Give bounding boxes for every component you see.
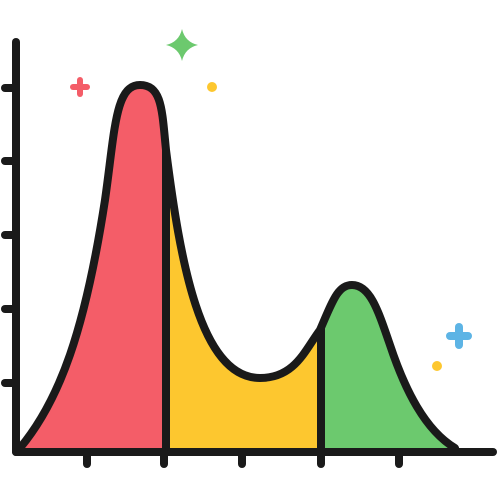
plus-blue <box>446 323 472 349</box>
dot-yellow <box>432 361 442 371</box>
axes <box>1 38 497 468</box>
sparkle <box>166 29 198 61</box>
plus-red <box>70 77 90 97</box>
filled-regions <box>20 85 455 448</box>
red-region <box>20 85 166 448</box>
curve <box>16 81 459 452</box>
dot-yellow <box>207 82 217 92</box>
yellow-region <box>166 85 321 448</box>
